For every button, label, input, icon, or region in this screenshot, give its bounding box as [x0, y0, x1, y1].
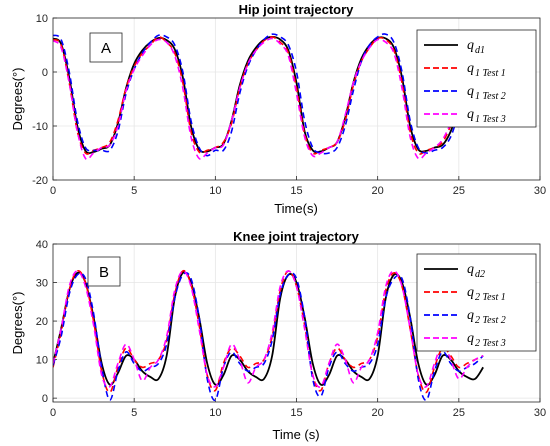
- y-tick-label: 20: [36, 316, 48, 328]
- x-tick-label: 30: [534, 185, 546, 197]
- panel-label-box: B: [87, 256, 121, 287]
- legend: q d2q 2 Test 1q 2 Test 2q 2 Test 3: [416, 253, 537, 352]
- chart-title: Hip joint trajectory: [239, 2, 355, 17]
- series-line-3: [53, 271, 484, 402]
- legend-label: q: [467, 308, 474, 323]
- panel-label: B: [99, 264, 109, 281]
- legend-label-subscript: 2 Test 1: [475, 292, 506, 303]
- chart-hip-trajectory: 0 5 10 15 20 25 30 -20 -10 0 10 Hip joint trajecto…: [10, 2, 546, 216]
- x-tick-label: 10: [209, 185, 221, 197]
- legend-label-subscript: 1 Test 3: [475, 114, 506, 125]
- x-tick-label: 0: [50, 185, 56, 197]
- plot-frame: [52, 243, 541, 403]
- legend-label: q: [467, 262, 474, 277]
- legend: q d1q 1 Test 1q 1 Test 2q 1 Test 3: [416, 29, 537, 128]
- y-tick-label: 10: [36, 13, 48, 25]
- x-tick-label: 25: [453, 407, 465, 419]
- x-axis-label: Time (s): [272, 427, 319, 442]
- panel-label: A: [101, 40, 111, 57]
- series-lines: [53, 269, 484, 402]
- series-line-2: [53, 269, 484, 394]
- x-tick-label: 5: [131, 407, 137, 419]
- legend-label: q: [467, 38, 474, 53]
- tick-labels: 0 5 10 15 20 25 30 0 10 20 30 40: [36, 239, 546, 419]
- x-axis-label: Time(s): [274, 201, 318, 216]
- series-line-3: [53, 33, 460, 157]
- x-tick-label: 20: [372, 407, 384, 419]
- x-tick-label: 30: [534, 407, 546, 419]
- x-tick-label: 5: [131, 185, 137, 197]
- x-tick-label: 10: [209, 407, 221, 419]
- y-tick-label: 0: [42, 67, 48, 79]
- y-tick-label: -20: [32, 175, 48, 187]
- series-line-4: [53, 270, 484, 388]
- legend-label: q: [467, 331, 474, 346]
- y-tick-label: 10: [36, 355, 48, 367]
- y-tick-label: 30: [36, 278, 48, 290]
- y-tick-label: 0: [42, 393, 48, 405]
- y-axis-label: Degrees(°): [10, 68, 25, 131]
- series-lines: [53, 33, 460, 161]
- plot-frame: [52, 17, 541, 181]
- series-line-4: [53, 37, 460, 161]
- x-tick-label: 20: [372, 185, 384, 197]
- chart-title: Knee joint trajectory: [233, 229, 359, 244]
- legend-label: q: [467, 107, 474, 122]
- legend-label-subscript: d2: [475, 269, 485, 280]
- legend-label-subscript: 1 Test 1: [475, 68, 506, 79]
- legend-label-subscript: 2 Test 2: [475, 315, 506, 326]
- panel-label-box: A: [89, 32, 123, 63]
- x-tick-label: 15: [290, 407, 302, 419]
- y-axis-label: Degrees(°): [10, 292, 25, 355]
- chart-knee-trajectory: 0 5 10 15 20 25 30 0 10 20 30 40 Knee joint traject…: [10, 229, 546, 442]
- x-tick-label: 15: [290, 185, 302, 197]
- x-tick-label: 25: [453, 185, 465, 197]
- legend-label-subscript: d1: [475, 45, 485, 56]
- x-tick-label: 0: [50, 407, 56, 419]
- legend-label-subscript: 2 Test 3: [475, 338, 506, 349]
- y-tick-label: 40: [36, 239, 48, 251]
- legend-label: q: [467, 61, 474, 76]
- legend-label: q: [467, 285, 474, 300]
- tick-labels: 0 5 10 15 20 25 30 -20 -10 0 10: [32, 13, 546, 197]
- legend-label-subscript: 1 Test 2: [475, 91, 506, 102]
- y-tick-label: -10: [32, 121, 48, 133]
- legend-label: q: [467, 84, 474, 99]
